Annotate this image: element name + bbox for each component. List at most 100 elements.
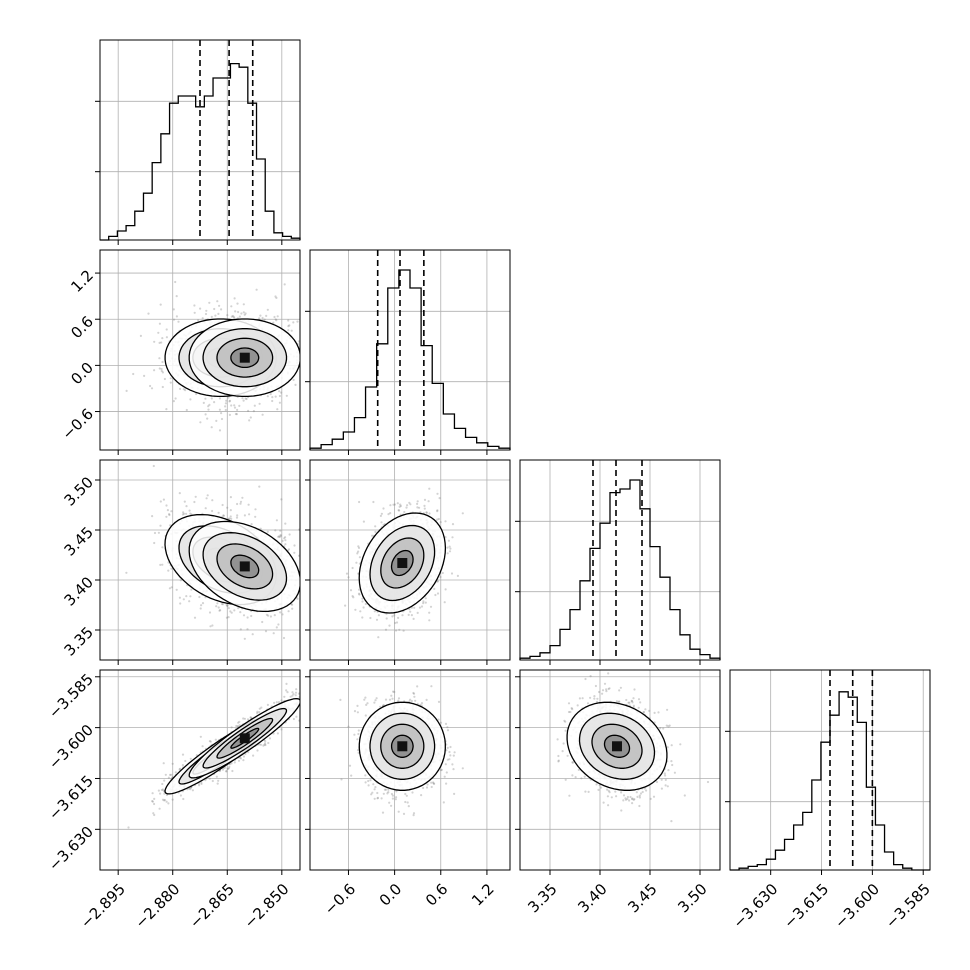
sample-point [268,737,272,740]
sample-point [292,717,295,721]
sample-point [247,503,250,506]
sample-point [291,691,294,694]
sample-point [402,629,405,632]
sample-point [229,496,232,499]
sample-point [132,372,135,376]
sample-point [279,534,282,538]
sample-point [294,694,297,697]
sample-point [262,744,265,747]
hist-panel-2 [515,459,721,665]
sample-point [261,413,264,416]
sample-point [358,500,361,504]
sample-point [444,520,447,523]
sample-point [238,720,241,723]
sample-point [167,776,170,779]
sample-point [211,779,214,783]
sample-point [284,539,287,542]
sample-point [159,303,162,306]
sample-point [231,314,234,318]
scatter-content [100,460,307,660]
sample-point [242,755,246,758]
sample-point [158,367,161,370]
sample-point [166,509,169,512]
sample-point [220,602,224,606]
sample-point [189,512,192,515]
sample-point [179,794,182,797]
sample-point [394,621,397,625]
scatter-content [100,670,320,870]
sample-point [199,307,202,310]
sample-point [252,754,255,757]
sample-point [151,800,154,803]
sample-point [139,334,142,337]
sample-point [409,503,412,506]
sample-point [422,602,425,605]
sample-point [159,500,162,503]
sample-point [160,367,163,371]
sample-point [305,597,307,599]
sample-point [215,775,218,778]
sample-point [303,360,305,362]
sample-point [256,712,259,715]
sample-point [292,693,295,696]
sample-point [259,743,263,746]
sample-point [261,316,264,320]
hist-panel-1 [305,249,511,455]
sample-point [209,625,212,628]
sample-point [175,315,178,318]
sample-point [274,529,277,532]
sample-point [398,509,401,512]
sample-point [315,314,317,316]
contour-line [216,337,274,378]
sample-point [423,498,427,501]
sample-point [172,318,176,321]
sample-point [236,502,239,506]
sample-point [227,767,230,770]
sample-point [217,312,220,315]
sample-point [436,510,439,513]
contour-line [216,543,274,590]
sample-point [239,500,243,503]
sample-point [178,768,181,771]
sample-point [229,610,232,613]
sample-point [179,602,182,605]
scatter-frame [99,249,301,451]
sample-point [125,571,128,574]
sample-point [153,813,156,817]
sample-point [247,409,250,412]
scatter-panel-0-3 [95,669,320,875]
sample-point [235,413,238,416]
sample-point [170,773,173,776]
contour-line [202,707,288,769]
sample-point [281,613,284,616]
sample-point [267,614,270,617]
sample-point [358,588,361,591]
sample-point [292,378,295,381]
sample-point [185,512,188,515]
sample-point [423,507,426,510]
sample-point [253,404,256,407]
sample-point [287,325,290,328]
sample-point [288,533,291,536]
sample-point [125,389,128,392]
sample-point [159,792,162,795]
sample-point [225,399,228,402]
sample-point [184,759,187,763]
sample-point [436,592,440,595]
sample-point [318,692,320,694]
sample-point [416,611,419,615]
sample-point [424,601,427,604]
sample-point [157,331,160,334]
sample-point [206,494,209,497]
sample-point [172,400,175,403]
sample-point [275,701,278,704]
sample-point [153,369,156,372]
sample-point [243,637,246,640]
sample-point [152,812,155,815]
sample-point [153,802,156,806]
sample-point [169,377,172,380]
sample-point [197,319,200,322]
sample-point [161,371,164,374]
scatter-content [310,460,510,660]
